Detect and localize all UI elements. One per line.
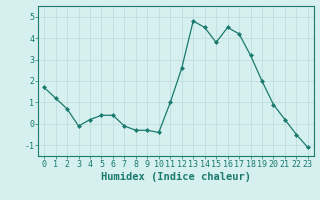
X-axis label: Humidex (Indice chaleur): Humidex (Indice chaleur) [101,172,251,182]
